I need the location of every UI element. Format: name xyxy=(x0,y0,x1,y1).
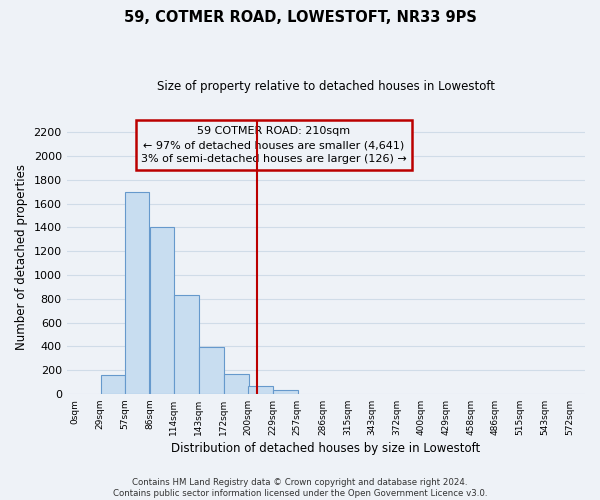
Bar xyxy=(248,386,273,394)
Bar xyxy=(150,228,175,394)
Bar xyxy=(274,390,298,394)
Bar xyxy=(125,192,149,394)
Bar xyxy=(199,348,224,394)
X-axis label: Distribution of detached houses by size in Lowestoft: Distribution of detached houses by size … xyxy=(171,442,481,455)
Text: 59 COTMER ROAD: 210sqm
← 97% of detached houses are smaller (4,641)
3% of semi-d: 59 COTMER ROAD: 210sqm ← 97% of detached… xyxy=(141,126,407,164)
Text: 59, COTMER ROAD, LOWESTOFT, NR33 9PS: 59, COTMER ROAD, LOWESTOFT, NR33 9PS xyxy=(124,10,476,25)
Bar xyxy=(101,375,125,394)
Bar xyxy=(174,295,199,394)
Y-axis label: Number of detached properties: Number of detached properties xyxy=(15,164,28,350)
Bar xyxy=(224,374,249,394)
Title: Size of property relative to detached houses in Lowestoft: Size of property relative to detached ho… xyxy=(157,80,495,93)
Text: Contains HM Land Registry data © Crown copyright and database right 2024.
Contai: Contains HM Land Registry data © Crown c… xyxy=(113,478,487,498)
